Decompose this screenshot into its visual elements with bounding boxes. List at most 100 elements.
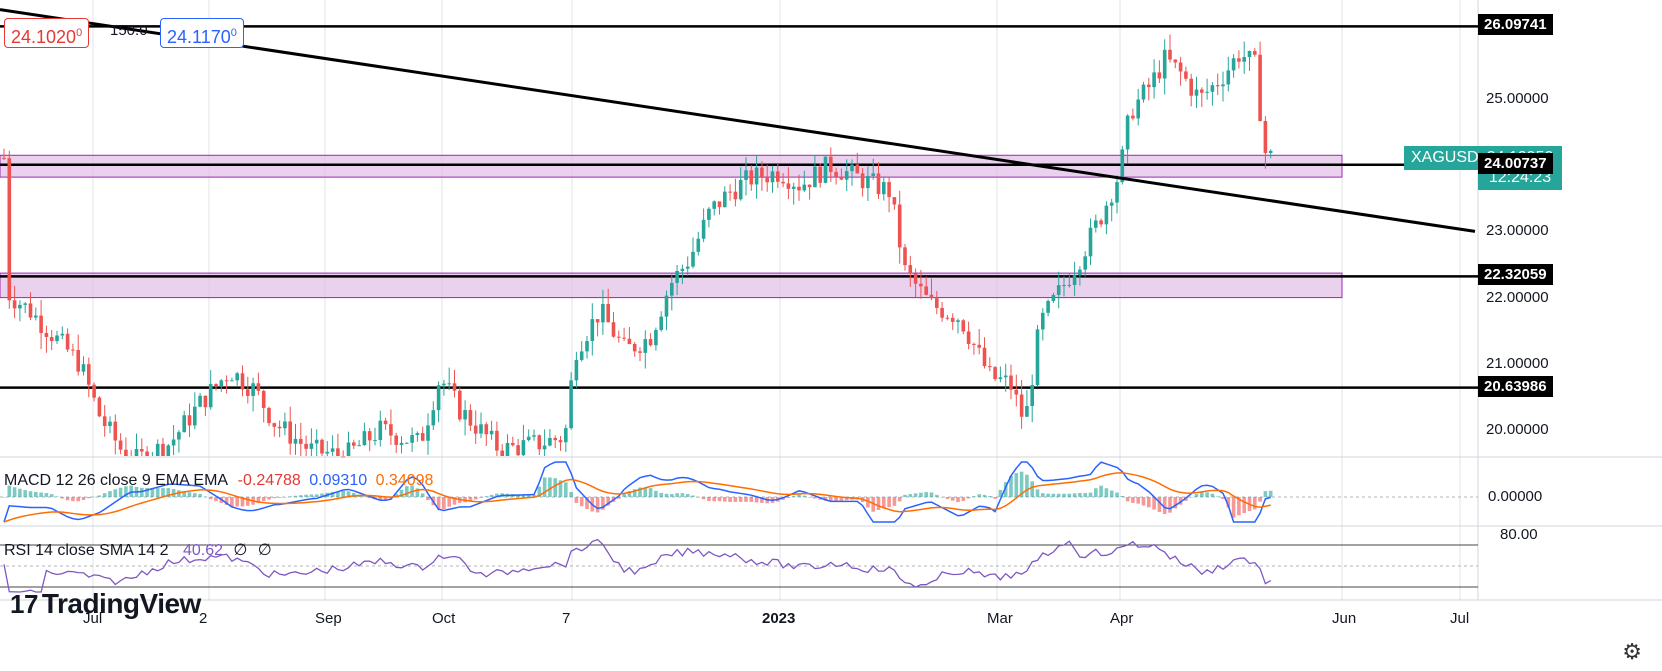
macd-hist-bar [685, 494, 690, 497]
candle-body [235, 373, 239, 381]
candle-body [882, 182, 886, 195]
candle-body [1083, 256, 1087, 270]
time-tick: Jul [83, 610, 103, 627]
candle-body [39, 315, 43, 334]
candle-body [871, 173, 875, 176]
time-tick: 7 [562, 610, 571, 627]
macd-hist-bar [940, 497, 944, 498]
macd-hist-bar [277, 497, 282, 498]
candle-body [1237, 58, 1241, 62]
macd-hist-bar [124, 486, 128, 497]
macd-hist-bar [118, 487, 123, 497]
level-lines [0, 25, 1478, 389]
macd-hist-bar [675, 493, 679, 497]
macd-hist-bar [844, 497, 849, 501]
candle-body [701, 219, 706, 239]
macd-hist-bar [680, 493, 685, 497]
macd-hist-bar [452, 497, 457, 505]
candle-body [1141, 84, 1146, 100]
candle-body [691, 251, 695, 267]
candle-body [155, 443, 160, 456]
candle-body [468, 410, 473, 426]
candle-body [240, 373, 245, 390]
time-tick: Mar [987, 610, 1013, 627]
macd-hist-bar [526, 494, 531, 497]
candle-body [537, 435, 542, 450]
candle-body [564, 428, 568, 443]
macd-hist-bar [1120, 496, 1125, 497]
candle-body [182, 415, 186, 433]
macd-hist-bar [643, 487, 648, 497]
price-tick: 21.00000 [1486, 354, 1549, 372]
rsi-legend[interactable]: RSI 14 close SMA 14 2 40.62 ∅ ∅ [4, 540, 272, 560]
candle-body [1268, 150, 1273, 153]
macd-hist-bar [707, 497, 711, 501]
macd-hist-bar [155, 488, 160, 497]
candle-body [590, 319, 595, 342]
candle-body [357, 445, 361, 447]
candle-body [945, 317, 950, 319]
macd-hist-bar [1072, 493, 1077, 497]
time-tick: Sep [315, 610, 342, 627]
macd-hist-bar [177, 490, 181, 497]
macd-hist-bar [442, 497, 446, 509]
candle-body [277, 426, 282, 429]
rsi-title: RSI 14 close SMA 14 2 [4, 542, 169, 559]
macd-hist-bar [903, 494, 907, 497]
candle-body [850, 164, 854, 172]
candle-body [611, 322, 616, 337]
candle-body [516, 445, 520, 456]
candle-body [760, 167, 764, 178]
candle-body [664, 295, 669, 317]
candle-body [685, 266, 690, 269]
macd-hist-bar [606, 497, 610, 506]
macd-hist-bar [744, 497, 748, 502]
candle-body [34, 315, 38, 318]
macd-hist-bar [1152, 497, 1156, 510]
macd-hist-bar [1083, 493, 1087, 497]
macd-line [3, 461, 1271, 523]
macd-hist-bar [728, 497, 732, 502]
candle-body [415, 433, 420, 436]
candle-body [1035, 329, 1040, 386]
candle-body [574, 359, 579, 381]
candle-body [707, 208, 711, 220]
candle-body [993, 367, 997, 380]
macd-hist-bar [39, 492, 43, 497]
candle-body [1242, 57, 1246, 62]
macd-hist-bar [1030, 481, 1034, 497]
candle-body [1231, 58, 1236, 71]
candle-body [230, 380, 234, 382]
candle-body [839, 176, 844, 180]
candle-body [585, 341, 589, 352]
candle-body [1136, 99, 1140, 119]
candle-body [452, 383, 457, 391]
macd-pane [0, 461, 1478, 523]
candle-body [1009, 375, 1013, 390]
candle-body [336, 448, 340, 456]
candle-body [203, 395, 208, 408]
candle-body [1104, 205, 1109, 225]
macd-hist-bar [1035, 489, 1040, 497]
candle-body [49, 336, 54, 342]
candle-body [341, 456, 345, 458]
macd-hist-bar [834, 497, 838, 501]
macd-legend[interactable]: MACD 12 26 close 9 EMA EMA -0.24788 0.09… [4, 472, 433, 490]
candle-body [733, 191, 738, 200]
gear-icon[interactable]: ⚙ [1622, 639, 1642, 664]
macd-hist-bar [12, 487, 17, 497]
candle-body [1078, 269, 1082, 276]
macd-hist-bar [65, 497, 70, 501]
macd-hist-bar [696, 497, 701, 498]
candle-body [823, 156, 828, 183]
macd-hist-bar [187, 492, 192, 497]
macd-hist-bar [1253, 497, 1257, 510]
candle-body [935, 298, 939, 308]
candle-body [717, 201, 722, 208]
candle-body [394, 435, 398, 445]
candle-body [92, 384, 96, 398]
candle-body [97, 397, 102, 417]
macd-hist-bar [924, 492, 928, 497]
